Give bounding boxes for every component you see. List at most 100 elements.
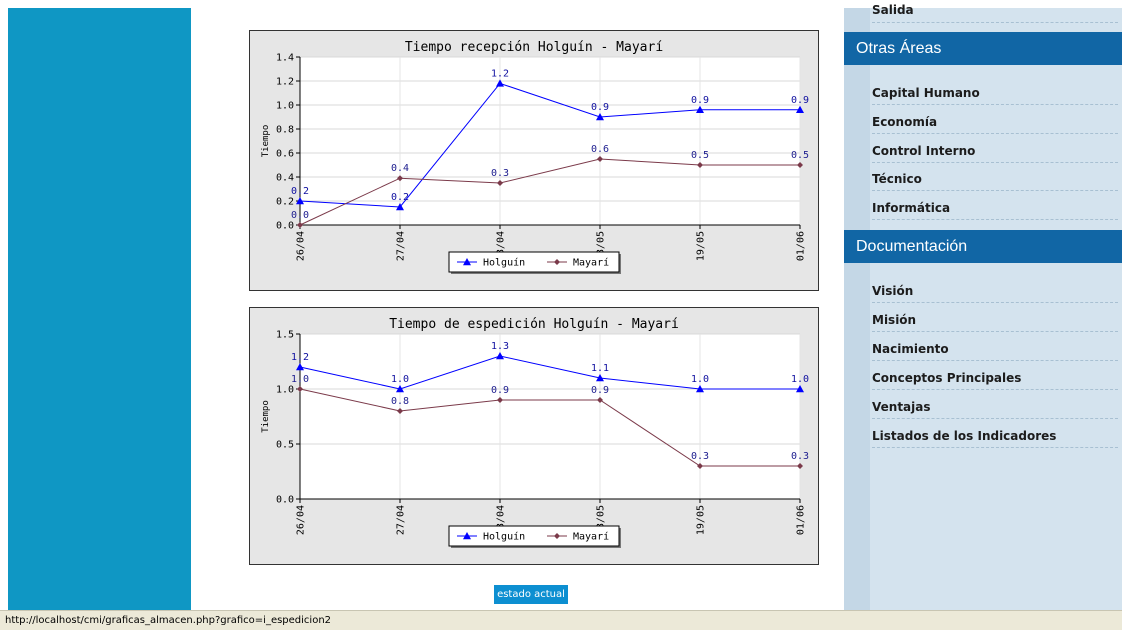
sidebar-item-control-interno[interactable]: Control Interno: [872, 140, 1118, 163]
series-line-holguin: [299, 355, 800, 390]
data-point: [797, 463, 803, 469]
chart-recepcion: 0.0 0.2 0.4 0.6 0.8 1.0 1.2 1.4 26/04 27/04 28/04 1…: [249, 30, 819, 291]
data-label: 0.9: [791, 95, 809, 106]
data-label: 1.0: [391, 374, 409, 385]
data-label: 0.9: [591, 385, 609, 396]
series-line-holguin: [299, 82, 800, 208]
data-label: 0.2: [291, 186, 309, 197]
data-point: [596, 113, 604, 121]
legend: [448, 525, 620, 547]
data-label: 0.9: [691, 95, 709, 106]
y-tick-label: 1.4: [276, 53, 294, 64]
data-point: [397, 408, 403, 414]
data-point: [297, 222, 303, 228]
legend-marker: [554, 259, 560, 265]
data-point: [797, 162, 803, 168]
data-label: 0.3: [691, 451, 709, 462]
status-url: http://localhost/cmi/graficas_almacen.ph…: [5, 615, 332, 626]
sidebar-item-economia[interactable]: Economía: [872, 111, 1118, 134]
status-bar: http://localhost/cmi/graficas_almacen.ph…: [0, 610, 1122, 630]
x-tick-label: 27/04: [396, 231, 407, 261]
data-label: 0.3: [791, 451, 809, 462]
data-point: [697, 162, 703, 168]
legend-marker: [554, 533, 560, 539]
section-header-documentacion: Documentación: [844, 230, 1122, 263]
data-point: [497, 180, 503, 186]
sidebar-item-tecnico[interactable]: Técnico: [872, 168, 1118, 191]
data-point: [796, 385, 804, 393]
y-axis-label: Tiempo: [261, 125, 271, 158]
x-tick-label: 01/06: [796, 505, 807, 535]
data-point: [397, 175, 403, 182]
data-point: [497, 397, 503, 403]
left-banner: [8, 8, 191, 610]
sidebar-item-ventajas[interactable]: Ventajas: [872, 396, 1118, 419]
x-tick-label: 18/05: [596, 231, 607, 261]
legend-label: Mayarí: [573, 257, 609, 269]
x-tick-label: 19/05: [696, 505, 707, 535]
data-label: 0.2: [391, 192, 409, 203]
y-tick-label: 0.6: [276, 149, 294, 160]
data-point: [396, 203, 404, 211]
sidebar-item-nacimiento[interactable]: Nacimiento: [872, 338, 1118, 361]
plot-area: [300, 57, 800, 225]
data-point: [297, 386, 303, 392]
x-tick-label: 28/04: [496, 505, 507, 535]
x-tick-label: 26/04: [296, 505, 307, 535]
y-tick-label: 1.0: [276, 101, 294, 112]
y-tick-label: 0.2: [276, 197, 294, 208]
data-point: [696, 105, 704, 113]
sidebar-item-vision[interactable]: Visión: [872, 280, 1118, 303]
series-line-mayari: [299, 158, 800, 226]
sidebar-item-listados-indicadores[interactable]: Listados de los Indicadores: [872, 425, 1118, 448]
y-tick-label: 1.0: [276, 385, 294, 396]
y-tick-label: 0.4: [276, 173, 294, 184]
estado-actual-button[interactable]: estado actual: [494, 585, 568, 604]
data-label: 0.5: [791, 150, 809, 161]
y-tick-label: 1.2: [276, 77, 294, 88]
data-label: 1.0: [791, 374, 809, 385]
sidebar-item-mision[interactable]: Misión: [872, 309, 1118, 332]
data-point: [697, 463, 703, 469]
legend-label: Holguín: [483, 531, 525, 543]
data-label: 0.6: [591, 144, 609, 155]
y-tick-label: 0.0: [276, 495, 294, 506]
legend-label: Mayarí: [573, 531, 609, 543]
data-label: 1.0: [691, 374, 709, 385]
sidebar-item-conceptos-principales[interactable]: Conceptos Principales: [872, 367, 1118, 390]
chart-svg: 0.0 0.5 1.0 1.5 26/04 27/04 28/04 18/05 19/05 01/…: [261, 317, 809, 548]
sidebar-item-capital-humano[interactable]: Capital Humano: [872, 82, 1118, 105]
legend-label: Holguín: [483, 257, 525, 269]
y-tick-label: 0.5: [276, 440, 294, 451]
x-tick-label: 18/05: [596, 505, 607, 535]
x-tick-label: 27/04: [396, 505, 407, 535]
x-tick-label: 01/06: [796, 231, 807, 261]
legend: [448, 251, 620, 273]
data-label: 0.4: [391, 163, 409, 174]
data-label: 1.2: [491, 68, 509, 79]
chart-title: Tiempo de espedición Holguín - Mayarí: [389, 317, 679, 332]
sidebar: [844, 8, 1122, 610]
legend-marker: [463, 258, 471, 266]
x-tick-label: 26/04: [296, 231, 307, 261]
chart-svg: 0.0 0.2 0.4 0.6 0.8 1.0 1.2 1.4 26/04 27/04 28/04 1…: [261, 40, 809, 274]
data-point: [796, 105, 804, 113]
data-point: [597, 156, 603, 162]
sidebar-item-salida[interactable]: Salida: [872, 0, 1118, 23]
data-label: 0.5: [691, 150, 709, 161]
y-tick-label: 0.8: [276, 125, 294, 136]
data-label: 1.1: [591, 363, 609, 374]
y-tick-label: 1.5: [276, 330, 294, 341]
x-tick-label: 19/05: [696, 231, 707, 261]
data-label: 0.9: [591, 102, 609, 113]
data-label: 0.8: [391, 396, 409, 407]
data-label: 0.3: [491, 168, 509, 179]
data-label: 1.3: [491, 341, 509, 352]
section-header-otras-areas: Otras Áreas: [844, 32, 1122, 65]
sidebar-item-informatica[interactable]: Informática: [872, 197, 1118, 220]
data-point: [396, 385, 404, 393]
data-point: [597, 397, 603, 403]
data-point: [496, 352, 504, 360]
data-point: [296, 363, 304, 371]
data-point: [296, 197, 304, 205]
